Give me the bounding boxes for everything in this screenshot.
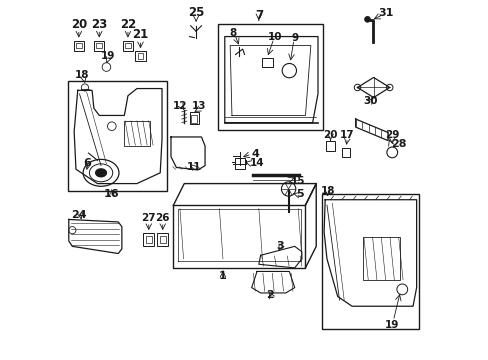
Text: 7: 7 <box>254 9 263 22</box>
Bar <box>190 112 199 125</box>
Bar <box>362 237 400 280</box>
Text: 18: 18 <box>320 186 334 196</box>
Text: 23: 23 <box>91 18 107 31</box>
Text: 9: 9 <box>290 33 298 43</box>
Bar <box>160 236 165 243</box>
Text: 13: 13 <box>191 102 205 112</box>
Text: 18: 18 <box>75 70 89 80</box>
Text: 31: 31 <box>378 8 393 18</box>
Bar <box>157 233 168 246</box>
Text: 14: 14 <box>249 158 264 168</box>
Bar <box>262 58 273 67</box>
Text: 30: 30 <box>363 96 377 106</box>
Bar <box>96 42 102 48</box>
Bar <box>321 194 418 329</box>
Ellipse shape <box>96 169 106 177</box>
Text: 28: 28 <box>390 139 406 149</box>
Text: 10: 10 <box>267 32 282 41</box>
Text: 8: 8 <box>229 28 236 38</box>
Bar <box>143 233 154 246</box>
Text: 11: 11 <box>186 162 201 172</box>
Bar <box>135 51 145 61</box>
Text: 17: 17 <box>340 130 354 140</box>
Bar <box>145 236 151 243</box>
Text: 25: 25 <box>187 6 204 19</box>
Bar <box>74 41 83 50</box>
Text: 20: 20 <box>71 18 87 31</box>
Text: 5: 5 <box>296 189 304 199</box>
Bar <box>341 148 349 157</box>
Text: 19: 19 <box>384 320 398 330</box>
Text: 29: 29 <box>384 130 399 140</box>
Text: 12: 12 <box>172 101 187 111</box>
Text: 1: 1 <box>219 271 226 281</box>
Text: 24: 24 <box>71 210 86 220</box>
Bar <box>125 42 131 48</box>
Text: 6: 6 <box>82 158 90 168</box>
Bar <box>122 41 133 50</box>
Text: 21: 21 <box>132 28 148 41</box>
Bar <box>234 158 244 169</box>
Circle shape <box>364 17 369 22</box>
Bar <box>124 121 150 146</box>
Bar <box>191 116 197 123</box>
Text: 19: 19 <box>101 51 115 61</box>
Text: 22: 22 <box>120 18 136 31</box>
Bar <box>137 53 143 59</box>
Text: 2: 2 <box>266 291 274 301</box>
Text: 16: 16 <box>104 189 120 199</box>
Bar <box>217 24 323 130</box>
Bar <box>94 41 104 50</box>
Bar <box>68 81 167 191</box>
Text: 27: 27 <box>141 213 156 223</box>
Text: 4: 4 <box>251 149 259 159</box>
Text: 26: 26 <box>155 213 170 223</box>
Bar <box>76 42 81 48</box>
Text: 20: 20 <box>323 130 337 140</box>
Text: 3: 3 <box>276 241 284 251</box>
Text: 15: 15 <box>290 176 305 186</box>
Bar <box>325 140 335 150</box>
